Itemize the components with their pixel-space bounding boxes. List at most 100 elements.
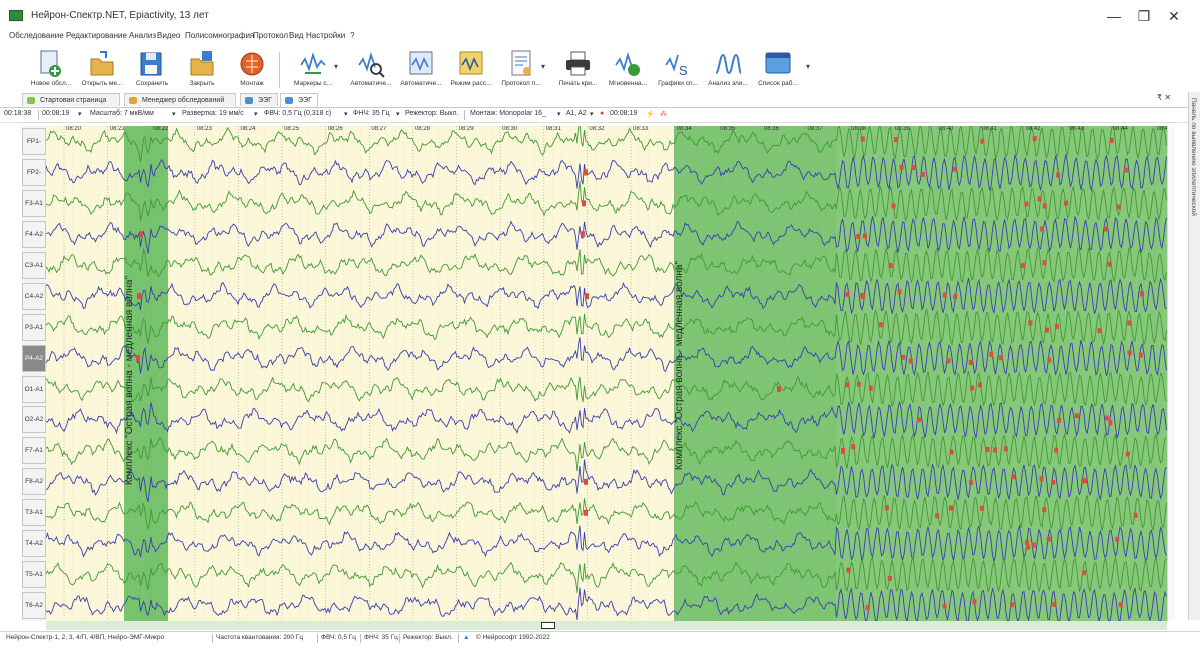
time-window-select[interactable]: 00:08:19: [42, 110, 70, 117]
new-exam-button[interactable]: Новое обсл...: [23, 47, 79, 91]
hpf-dropdown-icon[interactable]: ▾: [344, 111, 348, 118]
channel-label[interactable]: O2-A2: [22, 406, 46, 434]
epi-analysis-button[interactable]: Анализ эли...: [700, 47, 756, 91]
spike-marker: [1064, 200, 1069, 206]
notch-select[interactable]: Режектор: Выкл.: [405, 110, 459, 117]
spike-marker: [1107, 261, 1112, 267]
channel-label[interactable]: F8-A2: [22, 468, 46, 496]
montage-select[interactable]: Монтаж: Monopolar 16_: [470, 110, 546, 117]
menu-item-view[interactable]: Вид: [289, 31, 304, 40]
channel-label[interactable]: T6-A2: [22, 592, 46, 620]
channel-label[interactable]: P3-A1: [22, 313, 46, 341]
neurosoft-logo-icon: ▲: [463, 634, 470, 641]
epilepsy-detection-panel[interactable]: Панель по выявлению эпилептической: [1188, 92, 1200, 620]
channel-label[interactable]: T5-A1: [22, 561, 46, 589]
tab-eeg-1[interactable]: ЭЭГ: [240, 93, 278, 106]
time-tick-label: 08:25: [284, 126, 300, 132]
open-button[interactable]: Открыть ме...: [74, 47, 130, 91]
status-copyright: © Нейрософт 1992-2022: [476, 634, 550, 641]
lpf-dropdown-icon[interactable]: ▾: [396, 111, 400, 118]
scrollbar-thumb[interactable]: [541, 622, 555, 629]
menu-item-analysis[interactable]: Анализ: [129, 31, 157, 40]
tab-start-page[interactable]: Стартовая страница: [22, 93, 120, 106]
spike-marker: [1044, 327, 1049, 333]
montage-button[interactable]: Монтаж: [224, 47, 280, 91]
view-mode-button[interactable]: Режим расс...: [443, 47, 499, 91]
markers-button[interactable]: Маркеры с...: [285, 47, 341, 91]
scale-dropdown-icon[interactable]: ▾: [172, 111, 176, 118]
sweep-dropdown-icon[interactable]: ▾: [254, 111, 258, 118]
channel-label[interactable]: O1-A1: [22, 375, 46, 403]
reference-dropdown-icon[interactable]: ▾: [590, 111, 594, 118]
menu-item-polysomnography[interactable]: Полисомнография: [185, 31, 255, 40]
channel-label[interactable]: C4-A2: [22, 282, 46, 310]
eeg-trace: [46, 432, 1167, 472]
tab-window-controls[interactable]: ₹ ✕: [1157, 93, 1172, 102]
channel-label[interactable]: F3-A1: [22, 189, 46, 217]
eeg-trace: [46, 153, 1167, 192]
channel-labels: FP1-A1FP2-A2F3-A1 F4-A2 C3-A1 C4-A2 P3-A1 P4-…: [22, 126, 46, 621]
lpf-select[interactable]: ФНЧ: 35 Гц: [353, 110, 390, 117]
work-list-dropdown-icon[interactable]: ▾: [806, 62, 811, 71]
annotation-spike-wave-1[interactable]: Комплекс "Острая волна - медленная волна…: [124, 276, 135, 486]
sweep-select[interactable]: Развертка: 19 мм/с: [182, 110, 244, 117]
spike-marker: [1042, 260, 1047, 266]
spike-marker: [1081, 478, 1086, 484]
menu-item-video[interactable]: Видео: [157, 31, 181, 40]
status-hpf: ФВЧ: 0,5 Гц: [321, 634, 357, 641]
tab-eeg-2[interactable]: ЭЭГ: [280, 93, 318, 107]
hpf-select[interactable]: ФВЧ: 0,5 Гц (0,318 с): [264, 110, 332, 117]
montage-dropdown-icon[interactable]: ▾: [557, 111, 561, 118]
horizontal-scrollbar[interactable]: [46, 621, 1167, 630]
spike-marker: [977, 382, 982, 388]
marker-filter-icon[interactable]: ⁂: [660, 111, 667, 118]
auto-analysis-button[interactable]: Автоматиче...: [343, 47, 399, 91]
menu-item-settings[interactable]: Настройки: [306, 31, 346, 40]
channel-label[interactable]: F4-A2: [22, 220, 46, 248]
auto-search-button[interactable]: Автоматиче...: [393, 47, 449, 91]
scale-select[interactable]: Масштаб: 7 мкВ/мм: [90, 110, 154, 117]
channel-label[interactable]: T3-A1: [22, 499, 46, 527]
channel-label[interactable]: FP2-A2: [22, 158, 46, 201]
spike-marker: [1127, 320, 1132, 326]
close-window-button[interactable]: ✕: [1168, 8, 1180, 24]
print-button[interactable]: Печать кри...: [550, 47, 606, 91]
eeg-canvas[interactable]: [46, 126, 1167, 621]
minimize-button[interactable]: —: [1107, 8, 1121, 24]
time-window-dropdown-icon[interactable]: ▾: [78, 111, 82, 118]
vertical-scrollbar[interactable]: [1167, 126, 1175, 621]
close-exam-button[interactable]: Закрыть: [174, 47, 230, 91]
tab-exam-manager[interactable]: Менеджер обследований: [124, 93, 236, 106]
maximize-button[interactable]: ❐: [1137, 8, 1151, 24]
instant-map-button[interactable]: Мгновенна...: [600, 47, 656, 91]
menu-item-protocol[interactable]: Протокол: [253, 31, 289, 40]
spike-marker-icon[interactable]: ⚡: [646, 111, 655, 118]
annotation-spike-wave-2[interactable]: Комплекс "Острая волна - медленная волна…: [674, 261, 685, 471]
spike-marker: [1025, 540, 1030, 546]
reference-select[interactable]: A1, A2: [566, 110, 587, 117]
channel-label[interactable]: T4-A2: [22, 530, 46, 558]
time-tick-label: 08:23: [196, 126, 212, 132]
menu-item-edit[interactable]: Редактирование: [66, 31, 127, 40]
eeg-trace: [46, 215, 1167, 254]
channel-label[interactable]: C3-A1: [22, 251, 46, 279]
protocol-button[interactable]: Протокол п...: [493, 47, 549, 91]
spike-marker: [851, 444, 856, 450]
channel-label[interactable]: F7-A1: [22, 437, 46, 465]
spike-marker: [878, 322, 883, 328]
channel-label[interactable]: P4-A2: [22, 344, 46, 372]
time-tick-label: 08:21: [109, 126, 125, 132]
protocol-dropdown-icon[interactable]: ▾: [541, 62, 546, 71]
menu-item-exam[interactable]: Обследование: [9, 31, 64, 40]
spectrum-graphs-button[interactable]: S Графики сп...: [650, 47, 706, 91]
save-button[interactable]: Сохранить: [124, 47, 180, 91]
markers-dropdown-icon[interactable]: ▾: [334, 62, 339, 71]
menu-item-help[interactable]: ?: [350, 31, 355, 40]
channel-label[interactable]: FP1-A1: [22, 128, 46, 170]
eeg-trace-area[interactable]: Комплекс "Острая волна - медленная волна…: [46, 126, 1167, 621]
time-tick-label: 08:45: [1156, 126, 1167, 132]
work-list-button[interactable]: Список раб...: [750, 47, 806, 91]
spike-marker: [1028, 320, 1033, 326]
spike-marker: [891, 203, 896, 209]
time-tick-label: 08:34: [676, 126, 692, 132]
